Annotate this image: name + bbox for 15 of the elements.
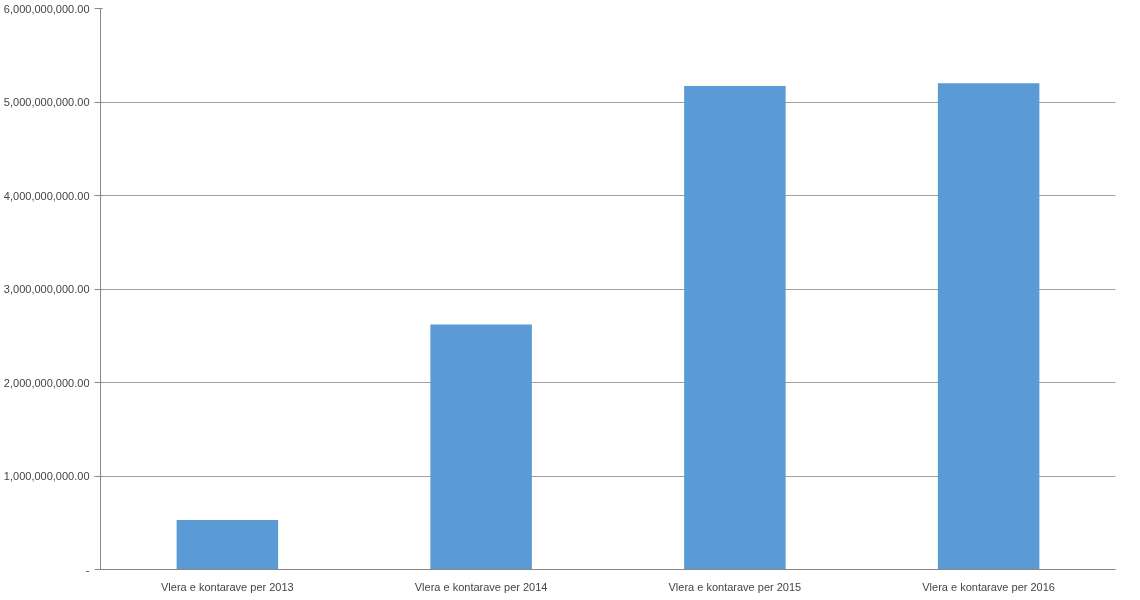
y-tick-label: 2,000,000,000.00	[3, 376, 90, 389]
y-tick-label: 3,000,000,000.00	[3, 283, 90, 295]
y-tick-label: 1,000,000,000.00	[3, 470, 90, 482]
bar	[684, 86, 786, 570]
y-tick-label: 4,000,000,000.00	[3, 189, 90, 202]
bar	[176, 519, 279, 570]
y-tick-label: 6,000,000,000.00	[3, 2, 90, 15]
y-tick-label: 5,000,000,000.00	[3, 96, 90, 108]
bar	[430, 324, 532, 570]
x-tick-label: Vlera e kontarave per 2016	[922, 580, 1055, 593]
x-tick-label: Vlera e kontarave per 2013	[161, 580, 294, 593]
x-tick-label: Vlera e kontarave per 2015	[668, 580, 802, 593]
x-tick-label: Vlera e kontarave per 2014	[414, 580, 548, 593]
y-tick-label: -	[85, 563, 90, 576]
bar	[937, 83, 1040, 570]
